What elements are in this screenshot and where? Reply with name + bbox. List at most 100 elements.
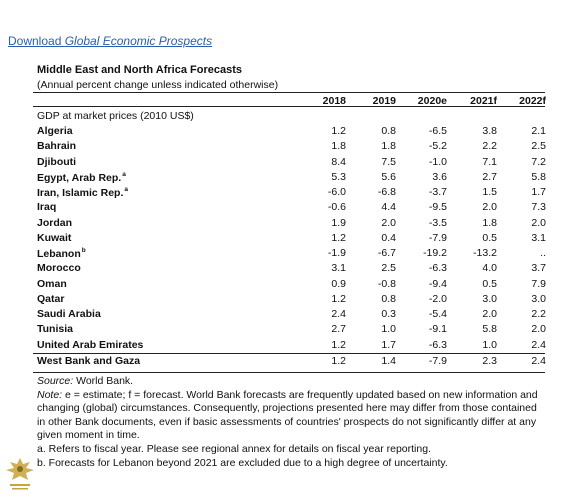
country-name: Kuwait (37, 231, 72, 244)
table-row: Algeria 1.2 0.8 -6.5 3.8 2.1 (33, 124, 546, 139)
country-name: Djibouti (37, 155, 77, 168)
value-cell: 2.0 (482, 308, 497, 320)
table-row: Qatar 1.2 0.8 -2.0 3.0 3.0 (33, 292, 546, 307)
note-line: Note: e = estimate; f = forecast. World … (37, 389, 542, 443)
value-cell: -6.5 (428, 125, 447, 137)
table-top-rule (33, 92, 545, 93)
note-label: Note: (37, 388, 63, 401)
link-prefix[interactable]: Download (8, 34, 65, 48)
value-cell: 2.7 (331, 323, 346, 336)
value-cell: 3.7 (531, 262, 546, 275)
country-name: West Bank and Gaza (37, 354, 141, 367)
value-cell: 0.9 (331, 277, 346, 290)
table-body: Algeria 1.2 0.8 -6.5 3.8 2.1 Bahrain 1.8 1.8 -5.2… (33, 124, 546, 369)
country-name: Lebanonb (37, 247, 86, 260)
value-cell: 0.5 (482, 277, 497, 290)
header-col-2: 2020e (417, 95, 447, 107)
table-row: Jordan 1.9 2.0 -3.5 1.8 2.0 (33, 216, 546, 231)
value-cell: 1.2 (331, 354, 346, 367)
value-cell: 1.7 (381, 338, 396, 351)
value-cell: 1.2 (331, 338, 346, 351)
value-cell: -6.3 (428, 338, 447, 351)
country-name: Saudi Arabia (37, 308, 101, 320)
value-cell: 2.0 (381, 216, 396, 229)
value-cell: 5.6 (381, 170, 396, 183)
value-cell: -6.7 (377, 247, 396, 259)
table-bottom-rule (33, 372, 545, 373)
table-row: Iraq -0.6 4.4 -9.5 2.0 7.3 (33, 200, 546, 215)
value-cell: 7.5 (381, 155, 396, 168)
value-cell: 2.3 (482, 354, 497, 367)
table-row: United Arab Emirates 1.2 1.7 -6.3 1.0 2.4 (33, 338, 546, 353)
value-cell: 1.8 (331, 140, 346, 153)
value-cell: -6.8 (377, 186, 396, 198)
header-col-4: 2022f (519, 95, 546, 107)
country-name: Tunisia (37, 323, 73, 336)
value-cell: 2.5 (381, 262, 396, 275)
value-cell: 2.2 (531, 308, 546, 320)
section-label: GDP at market prices (2010 US$) (37, 110, 194, 122)
value-cell: 3.6 (432, 170, 447, 183)
value-cell: -19.2 (423, 247, 447, 259)
header-col-0: 2018 (322, 95, 346, 107)
footnote-marker: b (81, 247, 86, 254)
value-cell: -6.3 (428, 262, 447, 275)
country-name: United Arab Emirates (37, 338, 144, 351)
value-cell: -9.1 (428, 323, 447, 336)
value-cell: -3.5 (428, 216, 447, 229)
value-cell: 2.1 (531, 125, 546, 137)
value-cell: 2.0 (531, 323, 546, 336)
source-text: World Bank. (73, 375, 134, 387)
value-cell: 1.9 (331, 216, 346, 229)
table-row: Lebanonb -1.9 -6.7 -19.2 -13.2.. (33, 246, 546, 261)
table-title: Middle East and North Africa Forecasts (37, 64, 242, 76)
note-text: e = estimate; f = forecast. World Bank f… (37, 388, 538, 442)
value-cell: 7.9 (531, 277, 546, 290)
footnote-a: a. Refers to fiscal year. Please see reg… (37, 442, 431, 455)
country-name: Qatar (37, 292, 65, 305)
value-cell: 0.4 (381, 231, 396, 244)
value-cell: 1.0 (381, 323, 396, 336)
value-cell: 5.8 (482, 323, 497, 336)
source-label: Source: (37, 375, 74, 387)
value-cell: -0.6 (327, 201, 346, 214)
header-col-3: 2021f (470, 95, 497, 107)
value-cell: 1.5 (482, 186, 497, 198)
value-cell: 5.3 (331, 170, 346, 183)
value-cell: -3.7 (428, 186, 447, 198)
table-header-rule (33, 106, 545, 107)
value-cell: -5.4 (428, 308, 447, 320)
download-gep-link[interactable]: Download Global Economic Prospects (8, 34, 212, 48)
value-cell: 2.4 (531, 338, 546, 351)
link-title[interactable]: Global Economic Prospects (64, 34, 213, 48)
value-cell: 1.2 (331, 125, 346, 137)
value-cell: 0.5 (482, 231, 497, 244)
value-cell: 2.5 (531, 140, 546, 153)
value-cell: 1.8 (381, 140, 396, 153)
value-cell: 7.3 (531, 201, 546, 214)
value-cell: 1.2 (331, 292, 346, 305)
footnote-b: b. Forecasts for Lebanon beyond 2021 are… (37, 456, 448, 469)
value-cell: -7.9 (428, 231, 447, 244)
value-cell: 8.4 (331, 155, 346, 168)
value-cell: 1.4 (381, 354, 396, 367)
value-cell: 2.0 (482, 201, 497, 214)
value-cell: 1.2 (331, 231, 346, 244)
value-cell: -7.9 (428, 354, 447, 367)
value-cell: 2.4 (331, 308, 346, 320)
source-line: Source: World Bank. (37, 375, 542, 389)
value-cell: -1.9 (327, 247, 346, 259)
table-row: Morocco 3.1 2.5 -6.3 4.0 3.7 (33, 261, 546, 276)
table-row: Saudi Arabia 2.4 0.3 -5.4 2.0 2.2 (33, 307, 546, 322)
country-name: Jordan (37, 216, 73, 229)
table-row: Iran, Islamic Rep.a -6.0 -6.8 -3.7 1.5 1.7 (33, 185, 546, 200)
value-cell: -6.0 (327, 186, 346, 198)
value-cell: 0.8 (381, 125, 396, 137)
value-cell: -13.2 (473, 247, 497, 259)
table-notes: Source: World Bank. Note: e = estimate; … (37, 375, 542, 470)
value-cell: 1.8 (482, 216, 497, 229)
value-cell: 0.8 (381, 292, 396, 305)
value-cell: 3.1 (331, 262, 346, 275)
value-cell: 1.0 (482, 338, 497, 351)
value-cell: 0.3 (381, 308, 396, 320)
